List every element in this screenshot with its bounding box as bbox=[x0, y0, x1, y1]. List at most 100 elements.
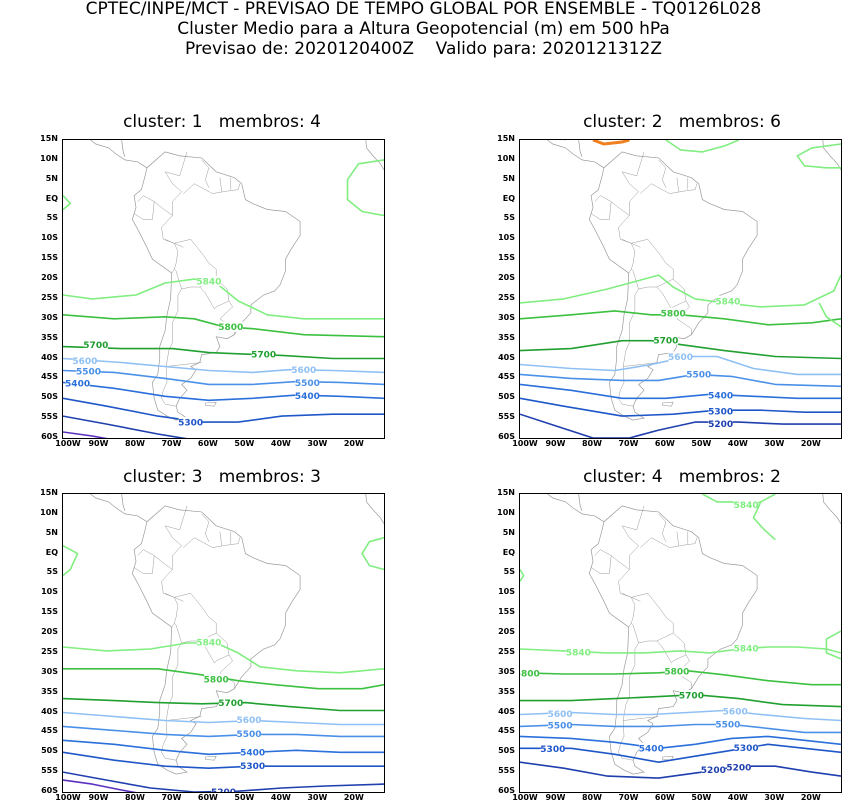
country-border bbox=[622, 593, 640, 601]
country-border bbox=[640, 184, 697, 194]
lon-tick-label: 70W bbox=[156, 439, 186, 448]
coastline bbox=[589, 506, 757, 774]
map-panel-cluster-3: 5840 5800 5700 5600 5500 5400 5300 5200 bbox=[62, 493, 385, 793]
contour-5840 bbox=[63, 196, 70, 210]
lon-tick-label: 30W bbox=[302, 439, 332, 448]
contour-label-5600: 5600 bbox=[548, 710, 573, 720]
country-border bbox=[619, 570, 635, 628]
country-border bbox=[165, 239, 183, 247]
contour-5100 bbox=[63, 432, 114, 438]
contour-5300 bbox=[63, 398, 384, 422]
contour-5840 bbox=[520, 570, 524, 582]
contour-5840 bbox=[819, 303, 841, 327]
lat-tick-label: EQ bbox=[22, 194, 58, 203]
contour-5840 bbox=[666, 140, 739, 152]
contour-label-5500: 5500 bbox=[237, 730, 262, 740]
map-svg: 5840584058005800570056005600550055005400… bbox=[520, 494, 841, 792]
lat-tick-label: 5S bbox=[22, 213, 58, 222]
island bbox=[205, 756, 216, 760]
contour-5500 bbox=[520, 374, 841, 386]
lon-tick-label: 50W bbox=[686, 793, 716, 802]
lon-tick-label: 30W bbox=[759, 793, 789, 802]
contour-label-5500: 5500 bbox=[76, 368, 101, 378]
country-border bbox=[162, 216, 178, 274]
lon-tick-label: 70W bbox=[613, 439, 643, 448]
country-border bbox=[138, 152, 187, 216]
country-border bbox=[162, 570, 178, 628]
contour-5500 bbox=[63, 726, 384, 736]
coastline bbox=[90, 494, 146, 522]
lat-tick-label: 30S bbox=[479, 313, 515, 322]
contour-label-5300: 5300 bbox=[240, 762, 265, 772]
header-line-1: CPTEC/INPE/MCT - PREVISAO DE TEMPO GLOBA… bbox=[0, 0, 847, 19]
coastline bbox=[547, 494, 604, 522]
contour-label-5700: 5700 bbox=[679, 692, 704, 702]
lat-tick-label: 5N bbox=[479, 174, 515, 183]
lat-tick-label: EQ bbox=[479, 194, 515, 203]
contour-label-5600: 5600 bbox=[237, 716, 262, 726]
contour-label-5800: 5800 bbox=[664, 668, 689, 678]
lat-tick-label: 15N bbox=[22, 134, 58, 143]
lat-tick-label: 10S bbox=[22, 587, 58, 596]
lat-tick-label: 30S bbox=[479, 667, 515, 676]
lon-tick-label: 50W bbox=[686, 439, 716, 448]
contour-label-5700: 5700 bbox=[251, 351, 276, 361]
lon-tick-label: 20W bbox=[796, 439, 826, 448]
lat-tick-label: 55S bbox=[479, 766, 515, 775]
lat-tick-label: 55S bbox=[22, 766, 58, 775]
contour-5840 bbox=[362, 538, 384, 570]
contour-label-5500: 5500 bbox=[715, 721, 740, 731]
lon-tick-label: 90W bbox=[540, 439, 570, 448]
country-border bbox=[220, 178, 222, 192]
lat-tick-label: 30S bbox=[22, 313, 58, 322]
lat-tick-label: 10N bbox=[22, 154, 58, 163]
lon-tick-label: 30W bbox=[759, 439, 789, 448]
country-border bbox=[619, 216, 635, 274]
contour-label-5200: 5200 bbox=[701, 766, 726, 776]
lat-tick-label: 5N bbox=[479, 528, 515, 537]
coastline-group bbox=[90, 140, 384, 420]
lat-tick-label: 30S bbox=[22, 667, 58, 676]
map-svg: 58405800570056005500540053005200 bbox=[63, 494, 384, 792]
lon-tick-label: 80W bbox=[577, 793, 607, 802]
lat-tick-label: 35S bbox=[479, 333, 515, 342]
lon-tick-label: 40W bbox=[266, 439, 296, 448]
contour-label-5600: 5600 bbox=[723, 707, 748, 717]
lon-tick-label: 100W bbox=[53, 793, 83, 802]
coastline bbox=[366, 140, 384, 170]
contour-5840 bbox=[348, 160, 385, 216]
lon-tick-label: 100W bbox=[53, 439, 83, 448]
contour-5300 bbox=[520, 744, 841, 762]
country-border bbox=[619, 289, 639, 406]
map-panel-cluster-4: 5840584058005800570056005600550055005400… bbox=[519, 493, 842, 793]
country-border bbox=[183, 184, 240, 194]
lat-tick-label: 45S bbox=[22, 726, 58, 735]
country-border bbox=[591, 556, 611, 574]
lat-tick-label: 20S bbox=[479, 627, 515, 636]
contour-label-5400: 5400 bbox=[65, 380, 90, 390]
lon-tick-label: 100W bbox=[510, 793, 540, 802]
contour-label-5840: 5840 bbox=[196, 278, 221, 288]
lon-tick-label: 20W bbox=[339, 793, 369, 802]
lat-tick-label: 10S bbox=[479, 233, 515, 242]
lat-tick-label: 15S bbox=[479, 253, 515, 262]
contour-label-5200: 5200 bbox=[708, 420, 733, 430]
lat-tick-label: 40S bbox=[22, 707, 58, 716]
lat-tick-label: 15S bbox=[479, 607, 515, 616]
lon-tick-label: 70W bbox=[156, 793, 186, 802]
lat-tick-label: 20S bbox=[22, 627, 58, 636]
country-border bbox=[134, 202, 154, 220]
country-border bbox=[622, 239, 640, 247]
contour-5200 bbox=[520, 414, 841, 438]
contour-label-5200: 5200 bbox=[726, 763, 751, 773]
contour-label-5800: 5800 bbox=[520, 669, 540, 679]
lat-tick-label: 15N bbox=[479, 488, 515, 497]
lat-tick-label: 10S bbox=[479, 587, 515, 596]
lat-tick-label: 45S bbox=[479, 726, 515, 735]
lat-tick-label: 35S bbox=[479, 687, 515, 696]
lat-tick-label: 55S bbox=[22, 412, 58, 421]
lat-tick-label: 15N bbox=[22, 488, 58, 497]
contour-5500 bbox=[63, 371, 384, 385]
map-panel-cluster-2: 5840 5800 5700 5600 5500 5400 5300 5200 bbox=[519, 139, 842, 439]
lat-tick-label: 5S bbox=[22, 567, 58, 576]
